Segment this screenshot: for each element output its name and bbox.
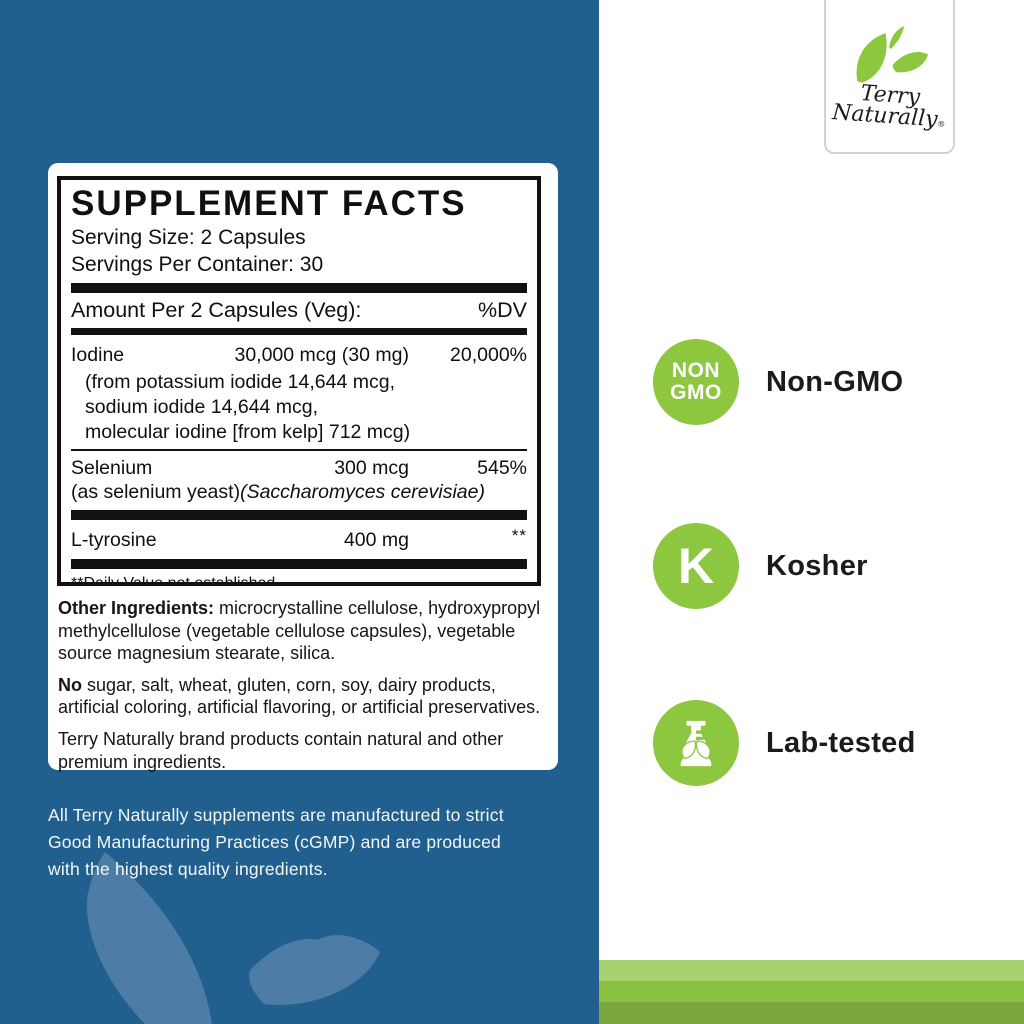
- brand-logo-card: Terry Naturally®: [824, 0, 955, 154]
- ingredient-notes: Other Ingredients: microcrystalline cell…: [58, 588, 550, 773]
- nutrient-amount: 400 mg: [343, 529, 409, 551]
- supplement-facts-title: SUPPLEMENT FACTS: [71, 184, 467, 223]
- leaf-decoration-icon: [86, 852, 380, 1024]
- brand-line2: Naturally®: [831, 100, 946, 133]
- iodine-detail-line: (from potassium iodide 14,644 mcg,: [85, 371, 395, 393]
- left-blue-panel: SUPPLEMENT FACTS Serving Size: 2 Capsule…: [0, 0, 599, 1024]
- other-ingredients-lead: Other Ingredients:: [58, 598, 215, 618]
- nutrient-name: Selenium: [71, 457, 153, 479]
- green-band-mid: [599, 981, 1024, 1002]
- nutrient-dv: 545%: [477, 457, 527, 479]
- fact-row-ltyrosine: L-tyrosine 400 mg **: [71, 520, 527, 553]
- badge-label-non-gmo: Non-GMO: [766, 365, 904, 398]
- servings-per-container: Servings Per Container: 30: [71, 253, 324, 276]
- green-stripe-footer: [599, 960, 1024, 1024]
- fact-row-iodine: Iodine 30,000 mcg (30 mg) 20,000%: [71, 335, 527, 367]
- supplement-facts-box: SUPPLEMENT FACTS Serving Size: 2 Capsule…: [57, 176, 541, 586]
- selenium-detail-plain: (as selenium yeast): [71, 481, 241, 503]
- nutrient-amount: 30,000 mcg (30 mg): [234, 344, 409, 366]
- divider-bar: [71, 283, 527, 293]
- badge-label-lab-tested: Lab-tested: [766, 726, 916, 759]
- divider-rule: [71, 449, 527, 451]
- divider-bar: [71, 328, 527, 335]
- leaf-icon: [856, 26, 928, 83]
- no-list-paragraph: No sugar, salt, wheat, gluten, corn, soy…: [58, 674, 550, 719]
- badge-kosher: K Kosher: [653, 523, 868, 609]
- kosher-icon: K: [653, 523, 739, 609]
- badge-label-kosher: Kosher: [766, 549, 868, 582]
- badge-lab-tested: Lab-tested: [653, 700, 916, 786]
- dv-footnote: **Daily Value not established: [71, 575, 276, 586]
- non-gmo-icon-text: NON: [671, 359, 721, 382]
- no-list-text: sugar, salt, wheat, gluten, corn, soy, d…: [58, 674, 541, 718]
- badge-non-gmo: NON GMO Non-GMO: [653, 339, 903, 425]
- premium-paragraph: Terry Naturally brand products contain n…: [58, 728, 550, 773]
- serving-size: Serving Size: 2 Capsules: [71, 226, 306, 249]
- fact-row-selenium: Selenium 300 mcg 545%: [71, 451, 527, 480]
- non-gmo-icon-text: GMO: [670, 381, 722, 404]
- amount-header: Amount Per 2 Capsules (Veg):: [71, 298, 362, 322]
- flask-icon: [653, 700, 739, 786]
- brand-logo-text: Terry Naturally®: [825, 81, 955, 136]
- nutrient-name: L-tyrosine: [71, 529, 157, 551]
- nutrient-dv: **: [511, 526, 527, 545]
- iodine-details: (from potassium iodide 14,644 mcg, sodiu…: [71, 370, 527, 445]
- other-ingredients-paragraph: Other Ingredients: microcrystalline cell…: [58, 597, 550, 665]
- dv-header: %DV: [478, 298, 527, 322]
- no-lead: No: [58, 674, 82, 695]
- non-gmo-icon: NON GMO: [653, 339, 739, 425]
- selenium-detail-italic: (Saccharomyces cerevisiae): [240, 481, 485, 503]
- divider-bar: [71, 510, 527, 520]
- nutrient-name: Iodine: [71, 344, 125, 366]
- green-band-dark: [599, 1002, 1024, 1024]
- divider-bar: [71, 559, 527, 569]
- nutrient-dv: 20,000%: [450, 344, 527, 366]
- other-ingredients-text: microcrystalline cellulose, hydroxypropy…: [58, 598, 541, 664]
- nutrient-amount: 300 mcg: [334, 457, 409, 479]
- premium-text: Terry Naturally brand products contain n…: [58, 728, 504, 772]
- registered-mark: ®: [936, 119, 946, 129]
- kosher-icon-text: K: [677, 538, 715, 594]
- gmp-statement: All Terry Naturally supplements are manu…: [48, 805, 504, 879]
- iodine-detail-line: molecular iodine [from kelp] 712 mcg): [85, 421, 411, 443]
- supplement-facts-card: SUPPLEMENT FACTS Serving Size: 2 Capsule…: [48, 163, 558, 773]
- selenium-details: (as selenium yeast)(Saccharomyces cerevi…: [71, 481, 527, 504]
- iodine-detail-line: sodium iodide 14,644 mcg,: [85, 396, 319, 418]
- facts-header-row: Amount Per 2 Capsules (Veg): %DV: [71, 293, 527, 328]
- green-band-light: [599, 960, 1024, 981]
